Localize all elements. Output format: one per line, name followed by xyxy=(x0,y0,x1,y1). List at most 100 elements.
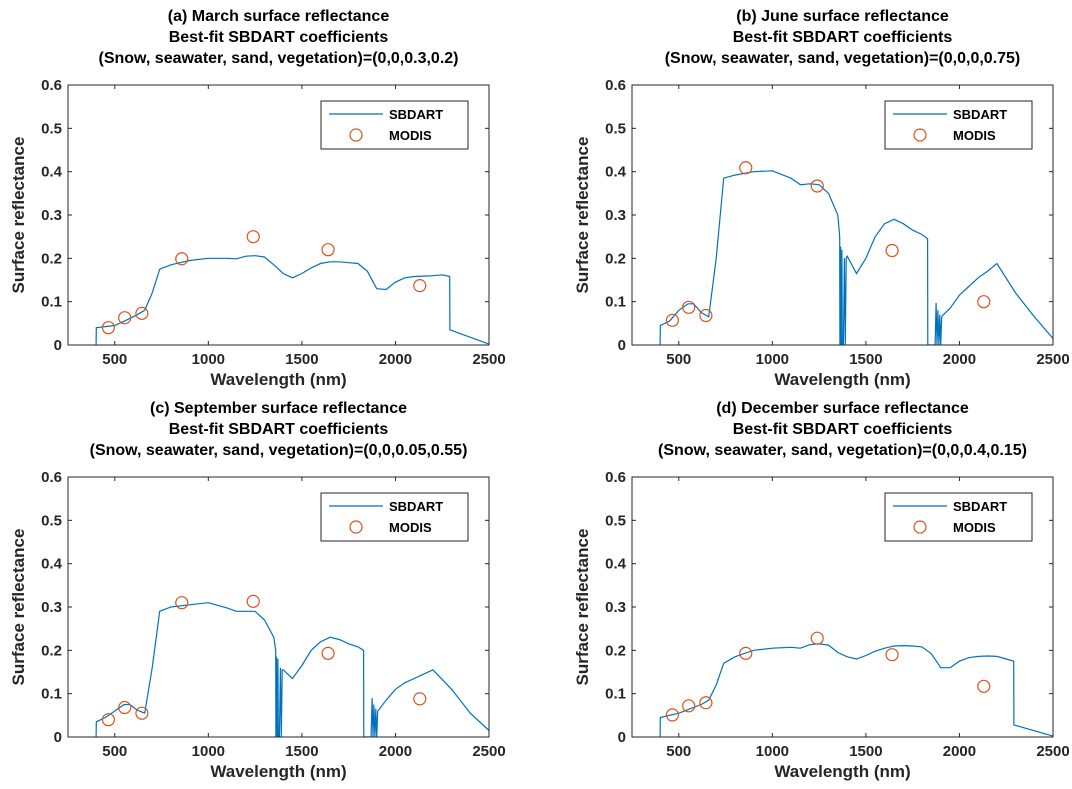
legend-box xyxy=(884,492,1033,542)
y-tick-label: 0.4 xyxy=(605,556,627,573)
y-tick-label: 0.1 xyxy=(605,294,626,311)
chart-title-line-1: Best-fit SBDART coefficients xyxy=(169,421,389,438)
legend-label-modis: MODIS xyxy=(953,520,996,535)
modis-point xyxy=(118,311,132,325)
x-axis-label: Wavelength (nm) xyxy=(210,370,346,389)
x-tick-label: 2000 xyxy=(379,743,412,760)
x-tick-label: 1000 xyxy=(192,743,225,760)
y-tick-label: 0.3 xyxy=(41,207,62,224)
chart-panel-0: (a) March surface reflectance Best-fit SB… xyxy=(9,8,506,389)
y-tick-label: 0.5 xyxy=(605,120,626,137)
x-tick-label: 2500 xyxy=(1036,351,1069,368)
y-tick-label: 0.5 xyxy=(605,512,626,529)
y-tick-label: 0 xyxy=(618,337,626,354)
y-tick-label: 0.5 xyxy=(41,512,62,529)
legend-label-modis: MODIS xyxy=(389,128,432,143)
chart-title-line-0: (b) June surface reflectance xyxy=(736,8,949,25)
x-tick-label: 1000 xyxy=(756,743,789,760)
modis-point xyxy=(885,243,899,258)
y-tick-label: 0.4 xyxy=(41,556,63,573)
legend-label-sbdart: SBDART xyxy=(953,107,1007,122)
chart-title-line-2: (Snow, seawater, sand, vegetation)=(0,0,… xyxy=(658,442,1027,459)
modis-point xyxy=(682,699,696,713)
modis-point xyxy=(118,700,132,715)
x-tick-label: 2000 xyxy=(379,351,412,368)
x-tick-label: 500 xyxy=(666,351,691,368)
series-line-sbdart xyxy=(659,643,1053,737)
legend-label-sbdart: SBDART xyxy=(953,499,1007,514)
series-line-sbdart xyxy=(659,170,1053,345)
modis-point xyxy=(739,646,753,660)
legend-marker-swatch xyxy=(349,128,363,142)
legend: SBDART MODIS xyxy=(884,100,1033,150)
legend: SBDART MODIS xyxy=(884,492,1033,542)
x-axis-label: Wavelength (nm) xyxy=(774,370,910,389)
x-axis-label: Wavelength (nm) xyxy=(774,762,910,781)
chart-title-line-2: (Snow, seawater, sand, vegetation)=(0,0,… xyxy=(90,442,468,459)
x-axis-label: Wavelength (nm) xyxy=(210,762,346,781)
modis-point xyxy=(665,708,680,722)
modis-point xyxy=(413,279,427,293)
legend: SBDART MODIS xyxy=(320,100,469,150)
y-tick-label: 0.5 xyxy=(41,120,62,137)
x-tick-label: 1500 xyxy=(285,743,318,760)
x-tick-label: 1000 xyxy=(192,351,225,368)
y-tick-label: 0.6 xyxy=(41,77,62,94)
modis-point xyxy=(135,306,149,320)
modis-point xyxy=(682,300,696,314)
legend-marker-swatch xyxy=(349,520,363,534)
y-tick-label: 0.1 xyxy=(41,686,62,703)
modis-point xyxy=(101,713,116,727)
modis-point xyxy=(246,594,260,608)
y-tick-label: 0.1 xyxy=(41,294,62,311)
modis-point xyxy=(413,692,427,706)
x-tick-label: 500 xyxy=(666,743,691,760)
legend-marker-swatch xyxy=(913,128,927,142)
x-tick-label: 500 xyxy=(102,351,127,368)
chart-panel-3: (d) December surface reflectance Best-fit… xyxy=(573,400,1070,781)
chart-title-line-1: Best-fit SBDART coefficients xyxy=(169,29,389,46)
x-tick-label: 1000 xyxy=(756,351,789,368)
x-tick-label: 1500 xyxy=(285,351,318,368)
x-tick-label: 2000 xyxy=(943,743,976,760)
modis-point xyxy=(977,295,991,309)
modis-point xyxy=(175,596,189,610)
y-tick-label: 0.3 xyxy=(41,599,62,616)
modis-point xyxy=(810,179,824,193)
modis-point xyxy=(810,631,824,645)
y-tick-label: 0.3 xyxy=(605,599,626,616)
y-tick-label: 0.6 xyxy=(605,469,626,486)
modis-point xyxy=(699,696,713,710)
y-tick-label: 0.4 xyxy=(605,164,627,181)
modis-point xyxy=(665,313,680,327)
modis-point xyxy=(321,646,335,660)
x-tick-label: 2000 xyxy=(943,351,976,368)
legend-box xyxy=(884,100,1033,150)
y-tick-label: 0 xyxy=(618,729,626,746)
y-tick-label: 0.2 xyxy=(41,250,62,267)
chart-title-line-1: Best-fit SBDART coefficients xyxy=(733,29,953,46)
y-axis-label: Surface reflectance xyxy=(9,137,28,294)
x-tick-label: 2500 xyxy=(1036,743,1069,760)
series-line-sbdart xyxy=(95,255,489,345)
legend-label-sbdart: SBDART xyxy=(389,107,443,122)
y-tick-label: 0.2 xyxy=(41,642,62,659)
modis-point xyxy=(739,161,753,175)
y-tick-label: 0.3 xyxy=(605,207,626,224)
modis-point xyxy=(135,706,149,720)
modis-point xyxy=(101,321,116,335)
modis-point xyxy=(977,679,991,693)
legend-label-sbdart: SBDART xyxy=(389,499,443,514)
series-line-sbdart xyxy=(95,602,489,737)
x-tick-label: 2500 xyxy=(472,743,505,760)
x-tick-label: 500 xyxy=(102,743,127,760)
modis-point xyxy=(175,252,189,266)
modis-point xyxy=(246,230,260,244)
y-axis-label: Surface reflectance xyxy=(9,529,28,686)
y-tick-label: 0 xyxy=(54,337,62,354)
y-tick-label: 0 xyxy=(54,729,62,746)
x-tick-label: 2500 xyxy=(472,351,505,368)
chart-title-line-0: (a) March surface reflectance xyxy=(168,8,390,25)
y-tick-label: 0.1 xyxy=(605,686,626,703)
